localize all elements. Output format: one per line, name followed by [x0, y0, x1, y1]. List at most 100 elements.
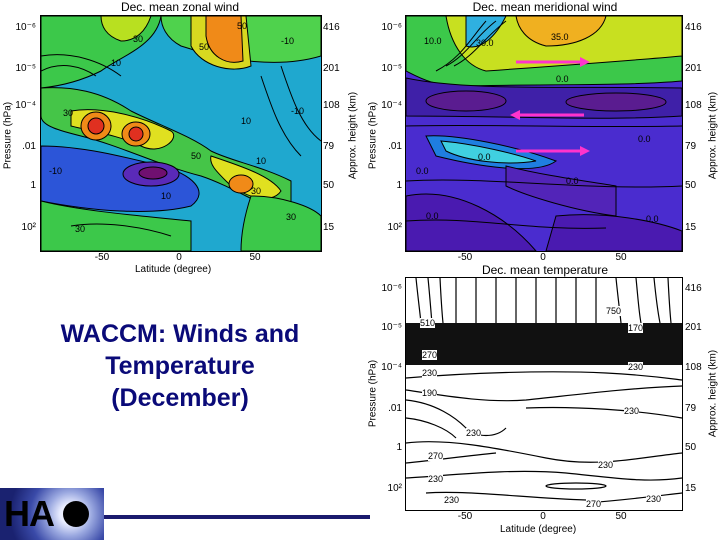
- contour-label: 190: [422, 388, 438, 398]
- latitude-tick: 0: [176, 252, 182, 263]
- height-tick: 416: [685, 22, 702, 33]
- latitude-tick: 0: [540, 511, 546, 522]
- contour-label: 0.0: [478, 152, 491, 162]
- slide-title-line: (December): [111, 384, 249, 412]
- temperature-title: Dec. mean temperature: [481, 263, 609, 277]
- pressure-tick: .01: [22, 141, 36, 152]
- latitude-tick: -50: [94, 252, 110, 263]
- contour-label: 0.0: [556, 74, 569, 84]
- latitude-tick: -50: [457, 511, 473, 522]
- height-tick: 15: [685, 222, 697, 233]
- slide-title-line: Temperature: [105, 352, 255, 380]
- height-tick: 79: [685, 403, 697, 414]
- height-tick: 201: [323, 63, 340, 74]
- contour-label: 230: [428, 474, 444, 484]
- contour-label: 510: [420, 318, 436, 328]
- contour-label: 10: [256, 156, 267, 166]
- hao-logo: HA: [0, 488, 104, 540]
- contour-label: 230: [422, 368, 438, 378]
- contour-label: 10: [241, 116, 252, 126]
- y2-axis-label: Approx. height (km): [347, 91, 359, 180]
- zonal-wind-contours: [41, 16, 321, 251]
- contour-label: 270: [422, 350, 438, 360]
- temperature-plot: 750 510 170 270 230 230 190 230 230 270 …: [405, 277, 683, 511]
- contour-label: 35.0: [551, 32, 569, 42]
- contour-label: 30: [63, 108, 74, 118]
- contour-label: 10: [111, 58, 122, 68]
- meridional-wind-plot: 10.0 30.0 35.0 0.0 0.0 0.0 0.0 0.0 0.0 0…: [405, 15, 683, 252]
- latitude-tick: -50: [457, 252, 473, 263]
- contour-label: 0.0: [638, 134, 651, 144]
- pressure-tick: 10⁻⁶: [381, 283, 402, 294]
- latitude-tick: 50: [615, 252, 627, 263]
- contour-label: 230: [466, 428, 482, 438]
- pressure-tick: 10⁻⁵: [381, 63, 402, 74]
- contour-label: 0.0: [416, 166, 429, 176]
- contour-label: -10: [291, 106, 305, 116]
- height-tick: 201: [685, 63, 702, 74]
- slide-title: WACCM: Winds and Temperature (December): [0, 318, 360, 414]
- height-tick: 79: [685, 141, 697, 152]
- contour-label: 270: [586, 499, 602, 509]
- pressure-tick: 10⁻⁶: [381, 22, 402, 33]
- latitude-tick: 0: [540, 252, 546, 263]
- pressure-tick: 10⁻⁴: [381, 100, 402, 111]
- pressure-tick: 1: [396, 180, 402, 191]
- height-tick: 79: [323, 141, 335, 152]
- temperature-contours: [406, 278, 682, 504]
- height-tick: 108: [685, 362, 702, 373]
- contour-label: 10.0: [424, 36, 442, 46]
- pressure-tick: 10²: [21, 222, 36, 233]
- height-tick: 50: [323, 180, 335, 191]
- height-tick: 15: [685, 483, 697, 494]
- pressure-tick: 10²: [387, 222, 402, 233]
- circulation-arrows: [510, 57, 590, 156]
- zonal-wind-plot: 30 50 10 -10 10 -10 30 50 10 30 10 30 -1…: [40, 15, 322, 252]
- contour-label: 230: [598, 460, 614, 470]
- pressure-tick: 10²: [387, 483, 402, 494]
- height-tick: 108: [685, 100, 702, 111]
- y2-axis-label: Approx. height (km): [707, 91, 719, 180]
- contour-label: 230: [444, 495, 460, 505]
- contour-label: 230: [628, 362, 644, 372]
- arrowhead-return: [510, 110, 520, 120]
- contour-label: 750: [606, 306, 622, 316]
- contour-label: 0.0: [646, 214, 659, 224]
- latitude-tick: 50: [615, 511, 627, 522]
- height-tick: 50: [685, 442, 697, 453]
- contour-label: 30: [75, 224, 86, 234]
- height-tick: 201: [685, 322, 702, 333]
- contour-label: 30: [251, 186, 262, 196]
- pressure-tick: 1: [30, 180, 36, 191]
- height-tick: 50: [685, 180, 697, 191]
- contour-label: 10: [161, 191, 172, 201]
- y-axis-label: Pressure (hPa): [2, 101, 14, 170]
- contour-label: 230: [646, 494, 662, 504]
- contour-label: 30.0: [476, 38, 494, 48]
- contour-label: 30: [286, 212, 297, 222]
- height-tick: 15: [323, 222, 335, 233]
- contour-label: 30: [133, 34, 144, 44]
- arrowhead-upper: [580, 57, 590, 67]
- y2-axis-label: Approx. height (km): [707, 349, 719, 438]
- logo-sun-icon: [63, 501, 89, 527]
- y-axis-label: Pressure (hPa): [367, 359, 379, 428]
- pressure-tick: 10⁻⁴: [15, 100, 36, 111]
- x-axis-label: Latitude (degree): [135, 264, 212, 275]
- pressure-tick: 10⁻⁴: [381, 362, 402, 373]
- x-axis-label: Latitude (degree): [500, 524, 577, 535]
- contour-label: -10: [281, 36, 295, 46]
- logo-text: HA: [4, 493, 55, 534]
- slide-title-line: WACCM: Winds and: [60, 320, 300, 348]
- contour-label: 0.0: [566, 176, 579, 186]
- zonal-wind-title: Dec. mean zonal wind: [120, 0, 240, 14]
- pressure-tick: 10⁻⁵: [15, 63, 36, 74]
- pressure-tick: 10⁻⁶: [15, 22, 36, 33]
- contour-label: 50: [237, 21, 248, 31]
- height-tick: 108: [323, 100, 340, 111]
- contour-label: 0.0: [426, 211, 439, 221]
- pressure-tick: 1: [396, 442, 402, 453]
- contour-label: -10: [49, 166, 63, 176]
- pressure-tick: .01: [388, 403, 402, 414]
- height-tick: 416: [323, 22, 340, 33]
